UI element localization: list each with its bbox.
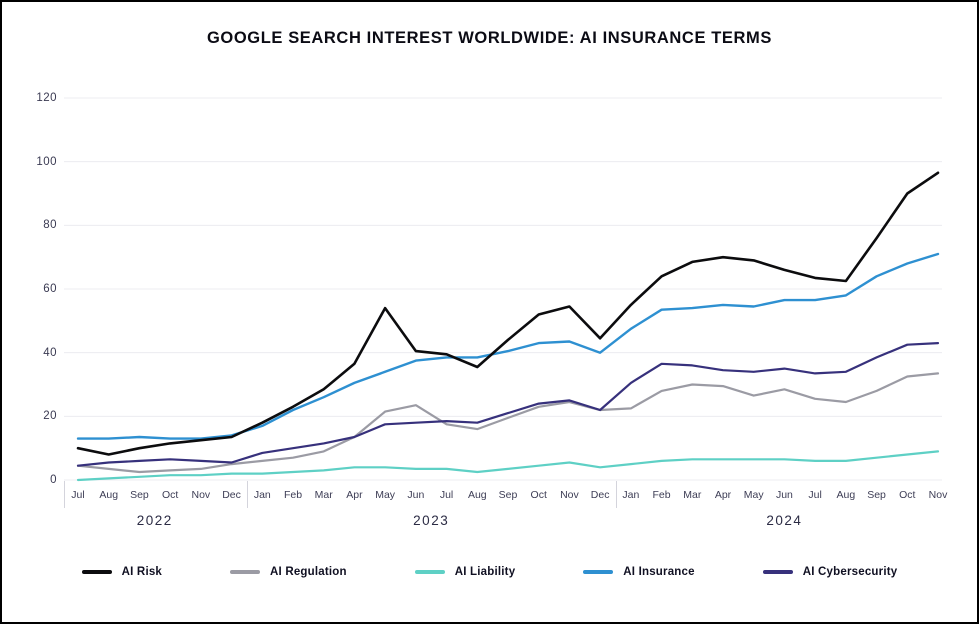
month-label-19-feb: Feb bbox=[652, 489, 671, 501]
y-tick-label-80: 80 bbox=[43, 219, 57, 232]
month-label-15-oct: Oct bbox=[530, 489, 547, 501]
month-label-20-mar: Mar bbox=[683, 489, 702, 501]
legend-item-ai-liability: AI Liability bbox=[414, 566, 516, 578]
series-line-ai-liability bbox=[76, 450, 940, 482]
month-label-6-jan: Jan bbox=[253, 489, 271, 501]
month-label-10-may: May bbox=[375, 489, 396, 501]
month-label-22-may: May bbox=[743, 489, 764, 501]
month-label-4-nov: Nov bbox=[191, 489, 211, 501]
year-separator bbox=[64, 481, 65, 508]
month-label-27-oct: Oct bbox=[899, 489, 916, 501]
month-label-23-jun: Jun bbox=[775, 489, 793, 501]
year-label-2024: 2024 bbox=[766, 513, 803, 528]
series-line-ai-cybersecurity bbox=[76, 342, 940, 467]
ai-liability-swatch bbox=[414, 570, 445, 574]
month-label-11-jun: Jun bbox=[407, 489, 425, 501]
chart-title: GOOGLE SEARCH INTEREST WORLDWIDE: AI INS… bbox=[206, 29, 772, 47]
month-label-12-jul: Jul bbox=[439, 489, 454, 501]
month-label-2-sep: Sep bbox=[130, 489, 149, 501]
legend-label: AI Insurance bbox=[623, 566, 695, 578]
ai-regulation-swatch bbox=[230, 570, 261, 574]
month-label-7-feb: Feb bbox=[283, 489, 303, 501]
y-tick-label-100: 100 bbox=[36, 155, 57, 168]
y-tick-label-120: 120 bbox=[36, 92, 57, 104]
y-tick-label-60: 60 bbox=[43, 283, 57, 295]
month-label-3-oct: Oct bbox=[161, 489, 179, 501]
legend-item-ai-regulation: AI Regulation bbox=[230, 566, 347, 578]
month-label-5-dec: Dec bbox=[222, 489, 241, 501]
month-label-26-sep: Sep bbox=[867, 489, 886, 501]
legend: AI Risk AI Regulation AI Liability AI Insur… bbox=[2, 566, 977, 578]
legend-item-ai-cybersecurity: AI Cybersecurity bbox=[762, 566, 898, 578]
month-label-9-apr: Apr bbox=[346, 489, 363, 501]
month-label-21-apr: Apr bbox=[714, 489, 732, 501]
month-label-8-mar: Mar bbox=[314, 489, 333, 501]
y-tick-label-0: 0 bbox=[50, 474, 57, 486]
legend-label: AI Cybersecurity bbox=[802, 566, 898, 578]
series-line-ai-insurance bbox=[76, 252, 940, 440]
month-label-28-nov: Nov bbox=[928, 489, 948, 501]
legend-label: AI Risk bbox=[121, 566, 163, 578]
legend-label: AI Liability bbox=[454, 566, 516, 578]
ai-risk-swatch bbox=[81, 570, 112, 574]
legend-item-ai-insurance: AI Insurance bbox=[583, 566, 695, 578]
legend-label: AI Regulation bbox=[270, 566, 347, 578]
month-label-13-aug: Aug bbox=[467, 489, 487, 501]
year-label-2023: 2023 bbox=[413, 513, 450, 528]
series-line-ai-regulation bbox=[76, 372, 940, 474]
ai-cybersecurity-swatch bbox=[762, 570, 793, 574]
y-tick-label-20: 20 bbox=[43, 410, 57, 423]
month-label-16-nov: Nov bbox=[560, 489, 579, 501]
year-label-2022: 2022 bbox=[136, 513, 173, 528]
month-label-24-jul: Jul bbox=[808, 489, 822, 501]
legend-item-ai-risk: AI Risk bbox=[81, 566, 163, 578]
year-separator bbox=[615, 481, 617, 508]
month-label-14-sep: Sep bbox=[498, 489, 518, 501]
month-label-17-dec: Dec bbox=[590, 489, 610, 501]
month-label-1-aug: Aug bbox=[99, 489, 119, 501]
ai-insurance-swatch bbox=[583, 570, 614, 574]
series-line-ai-risk bbox=[76, 171, 940, 456]
month-label-18-jan: Jan bbox=[622, 489, 640, 501]
y-tick-label-40: 40 bbox=[43, 346, 57, 359]
month-label-0-jul: Jul bbox=[71, 489, 85, 501]
month-label-25-aug: Aug bbox=[836, 489, 856, 501]
year-separator bbox=[246, 481, 248, 508]
